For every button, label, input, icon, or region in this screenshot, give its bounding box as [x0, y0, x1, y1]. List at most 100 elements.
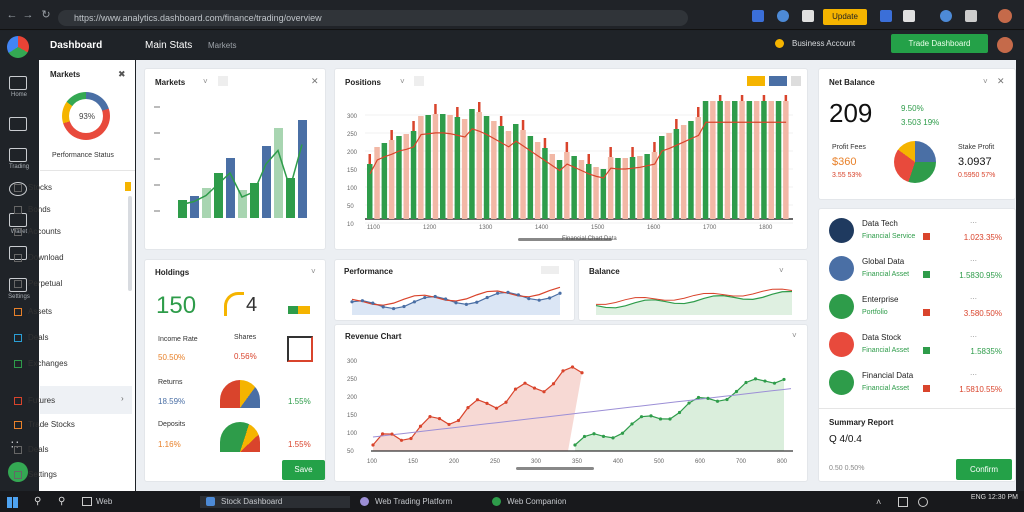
sidebar-item-stocks[interactable]: Stocks [14, 181, 94, 194]
sidebar-item-assets[interactable]: Assets [14, 305, 94, 318]
sidebar-item-futures[interactable]: Futures [14, 394, 94, 407]
sidebar-item-bonds[interactable]: Bonds [14, 203, 94, 216]
forward-icon[interactable]: → [22, 9, 34, 21]
filter-icon[interactable] [414, 76, 424, 86]
taskbar-label: Web Trading Platform [375, 497, 453, 506]
deposits-gauge [220, 422, 260, 452]
shares-label: Shares [234, 334, 257, 341]
donut-hole [69, 99, 103, 133]
card-title: Net Balance [829, 78, 875, 87]
sidebar-scrollbar[interactable] [128, 196, 132, 291]
sidebar-item-download[interactable]: Download [14, 251, 94, 264]
bar [578, 160, 585, 219]
volume-icon[interactable] [918, 497, 928, 507]
sidebar-item-deals[interactable]: Deals [14, 331, 94, 344]
close-icon[interactable]: ✕ [997, 76, 1005, 86]
chart-scrollbar[interactable] [516, 467, 594, 470]
more-icon[interactable]: ⋯ [970, 334, 977, 341]
close-icon[interactable]: ✕ [311, 76, 319, 86]
chevron-down-icon[interactable]: ˅ [203, 77, 208, 86]
chevron-down-icon[interactable]: ˅ [792, 331, 797, 340]
search-icon[interactable]: ⚲ [58, 496, 66, 507]
extension-icon[interactable] [777, 10, 789, 22]
legend-swatch[interactable] [769, 76, 787, 86]
menu-icon[interactable] [541, 266, 559, 274]
sidebar-item-accounts[interactable]: Accounts [14, 225, 94, 238]
extension-icon[interactable] [880, 10, 892, 22]
data-point [611, 436, 615, 440]
income-value: 50.50% [158, 353, 186, 362]
bar [717, 101, 723, 219]
sidebar-item-perpetual[interactable]: Perpetual [14, 277, 94, 290]
settings-icon[interactable] [9, 278, 27, 292]
extension-icon[interactable] [940, 10, 952, 22]
reload-icon[interactable]: ↻ [41, 9, 51, 21]
extension-icon[interactable] [965, 10, 977, 22]
update-button[interactable]: Update [823, 9, 867, 25]
taskbar-item[interactable]: Web [82, 496, 112, 508]
status-badge [923, 271, 930, 278]
search-icon[interactable]: ⚲ [34, 496, 42, 507]
taskbar-item-active[interactable]: Stock Dashboard [200, 496, 350, 508]
back-icon[interactable]: ← [6, 9, 18, 21]
extension-icon[interactable] [752, 10, 764, 22]
home-icon[interactable] [9, 76, 27, 90]
extension-icon[interactable] [802, 10, 814, 22]
data-point [456, 418, 461, 423]
more-icon[interactable]: ⋯ [970, 258, 977, 265]
donut-value: 93% [78, 112, 95, 121]
x-tick-label: 1200 [423, 225, 437, 231]
grid-icon[interactable]: ∷ [11, 438, 19, 452]
sidebar-item-settings[interactable]: Settings [14, 468, 94, 481]
chevron-down-icon[interactable]: ˅ [400, 77, 405, 86]
more-icon[interactable]: ⋯ [970, 296, 977, 303]
profile-avatar[interactable] [998, 9, 1012, 23]
confirm-button[interactable]: Confirm [956, 459, 1012, 480]
document-icon[interactable] [9, 246, 27, 260]
bar [746, 101, 753, 219]
start-icon[interactable] [7, 497, 18, 508]
account-switcher[interactable]: Business Account [775, 37, 883, 51]
sidebar-item-trade-stocks[interactable]: Trade Stocks [14, 418, 94, 431]
sidebar-item-deals-2[interactable]: Deals [14, 443, 94, 456]
trading-icon[interactable] [9, 148, 27, 162]
extension-icon[interactable] [903, 10, 915, 22]
taskbar-label: Stock Dashboard [221, 497, 283, 506]
data-point [447, 422, 451, 427]
expand-icon[interactable] [791, 76, 801, 86]
data-point [658, 417, 663, 421]
mini-chart-icon [287, 336, 313, 362]
bar [381, 143, 388, 219]
chevron-down-icon[interactable]: ˅ [779, 266, 784, 275]
chevron-down-icon[interactable]: ˅ [311, 267, 316, 276]
legend-swatch[interactable] [747, 76, 765, 86]
data-point [402, 304, 406, 309]
bar [622, 158, 628, 219]
trade-dashboard-button[interactable]: Trade Dashboard [891, 34, 988, 53]
filter-icon[interactable] [218, 76, 228, 86]
collapse-icon[interactable]: ✖ [118, 69, 126, 79]
x-tick-label: 700 [736, 459, 747, 465]
avatar[interactable] [997, 37, 1013, 53]
taskbar-item[interactable]: Web Companion [492, 496, 566, 508]
data-point [371, 301, 375, 305]
user-avatar[interactable] [8, 462, 28, 482]
address-bar[interactable]: https://www.analytics.dashboard.com/fina… [58, 10, 688, 26]
more-icon[interactable]: ⋯ [970, 372, 977, 379]
sidebar-item-exchanges[interactable]: Exchanges [14, 357, 94, 370]
save-button[interactable]: Save [282, 460, 325, 480]
holding-sub: Financial Asset [862, 271, 910, 278]
data-point [464, 302, 468, 306]
chevron-down-icon[interactable]: ˅ [983, 77, 988, 86]
reports-icon[interactable] [9, 117, 27, 131]
tray-icon[interactable]: ˄ [876, 497, 882, 507]
taskbar-item[interactable]: Web Trading Platform [360, 496, 452, 508]
network-icon[interactable] [898, 497, 908, 507]
signals-icon[interactable] [9, 182, 27, 196]
chart-scrollbar[interactable] [518, 238, 612, 241]
holding-avatar [829, 218, 854, 243]
download-icon [14, 253, 22, 262]
more-icon[interactable]: ⋯ [970, 220, 977, 227]
rail-label: Trading [8, 164, 30, 170]
assets-icon [14, 307, 22, 316]
